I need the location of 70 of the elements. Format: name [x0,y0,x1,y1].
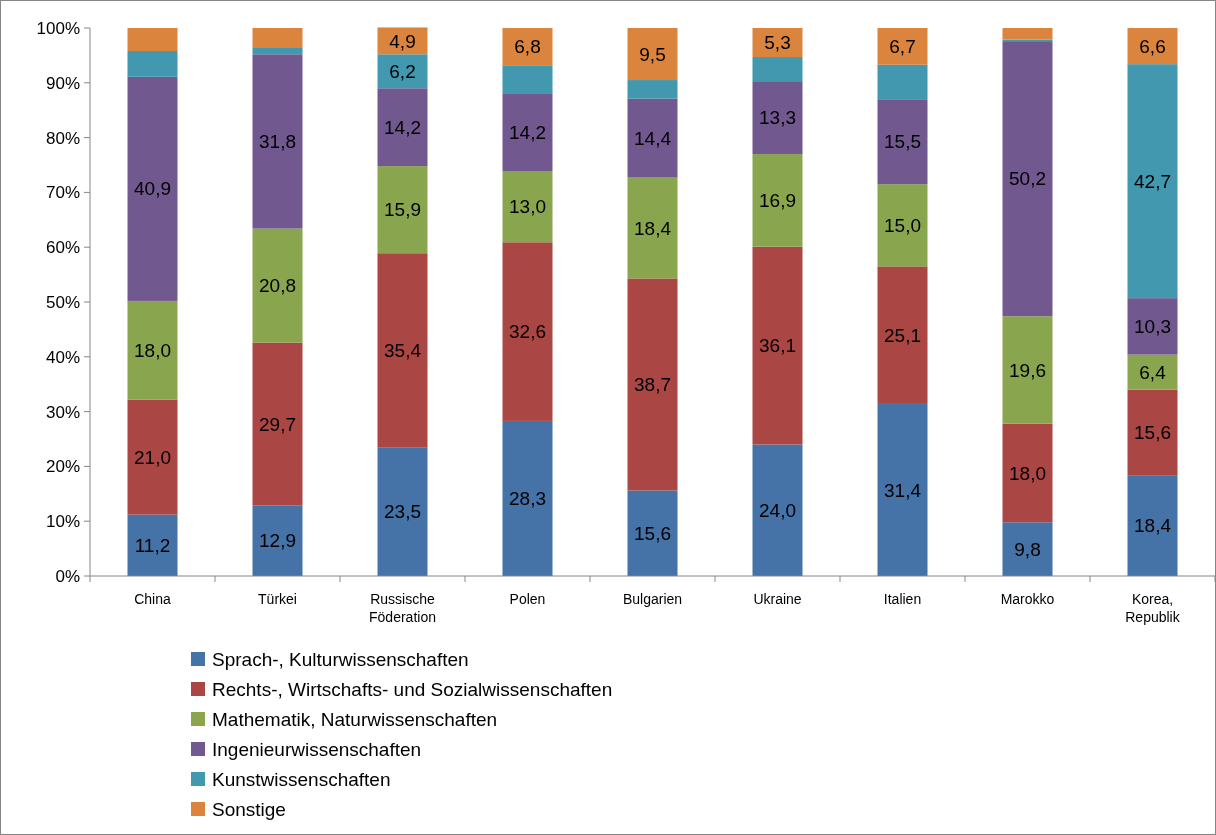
data-label: 6,8 [514,36,541,58]
data-label: 31,4 [884,479,922,501]
data-label: 15,6 [634,522,671,544]
x-tick-label: Ukraine [753,591,802,607]
legend-label: Mathematik, Naturwissenschaften [212,708,498,730]
y-tick-label: 30% [45,402,80,422]
data-label: 20,8 [259,275,296,297]
legend-label: Ingenieurwissenschaften [212,738,422,760]
data-label: 14,2 [509,121,546,143]
data-label: 24,0 [759,499,796,521]
data-label: 25,1 [884,324,921,346]
x-tick-label: Polen [509,591,546,607]
data-label: 16,9 [759,190,796,211]
legend-label: Sonstige [212,798,286,820]
data-label: 9,8 [1014,538,1041,560]
data-label: 21,0 [134,446,171,468]
data-label: 31,8 [259,131,296,153]
data-label: 15,9 [384,199,421,221]
y-tick-label: 60% [45,238,80,258]
legend-label: Sprach-, Kulturwissenschaften [212,648,469,670]
data-label: 4,9 [389,30,416,52]
data-label: 18,4 [1134,515,1172,537]
legend-label: Kunstwissenschaften [212,768,391,790]
data-label: 13,3 [759,107,796,129]
y-tick-label: 20% [45,457,80,477]
y-tick-label: 90% [45,73,80,93]
data-label: 13,0 [509,196,546,218]
y-tick-label: 40% [45,347,80,367]
x-tick-label: China [134,591,171,607]
data-label: 15,0 [884,214,921,236]
data-label: 9,5 [639,43,666,65]
y-tick-label: 50% [45,292,80,312]
data-label: 50,2 [1009,168,1046,190]
x-tick-label: Korea, Republik [1125,591,1181,625]
data-label: 6,7 [889,36,916,58]
data-label: 14,2 [384,116,421,138]
y-tick-label: 100% [36,18,80,38]
data-label: 10,3 [1134,316,1171,338]
data-label: 15,5 [884,131,921,153]
data-label: 18,4 [634,217,672,239]
y-tick-label: 80% [45,128,80,148]
data-label: 15,6 [1134,422,1171,444]
data-label: 19,6 [1009,359,1046,381]
data-label: 6,4 [1139,361,1167,383]
data-label: 36,1 [759,335,796,357]
y-tick-label: 10% [45,512,80,532]
x-tick-label: Türkei [258,591,297,607]
x-tick-label: Italien [883,591,922,607]
x-tick-label: Russische Föderation [369,591,436,625]
y-tick-label: 0% [55,566,80,586]
data-label: 40,9 [134,178,171,200]
legend-label: Rechts-, Wirtschafts- und Sozialwissenschaften [212,678,613,700]
data-label: 6,6 [1139,35,1166,57]
data-label: 18,0 [134,339,171,361]
data-label: 12,9 [259,530,296,552]
data-label: 32,6 [509,321,546,343]
x-tick-label: Marokko [1000,591,1055,607]
data-label: 38,7 [634,374,671,396]
data-label: 14,4 [634,127,672,149]
data-label: 6,2 [389,60,416,82]
data-label: 29,7 [259,413,296,435]
y-tick-label: 70% [45,183,80,203]
data-label: 28,3 [509,488,546,510]
x-tick-label: Bulgarien [622,591,683,607]
data-label: 23,5 [384,501,421,523]
data-label: 42,7 [1134,170,1171,192]
data-label: 5,3 [764,32,791,54]
data-label: 35,4 [384,339,422,361]
data-label: 11,2 [134,534,171,556]
data-label: 18,0 [1009,462,1046,484]
